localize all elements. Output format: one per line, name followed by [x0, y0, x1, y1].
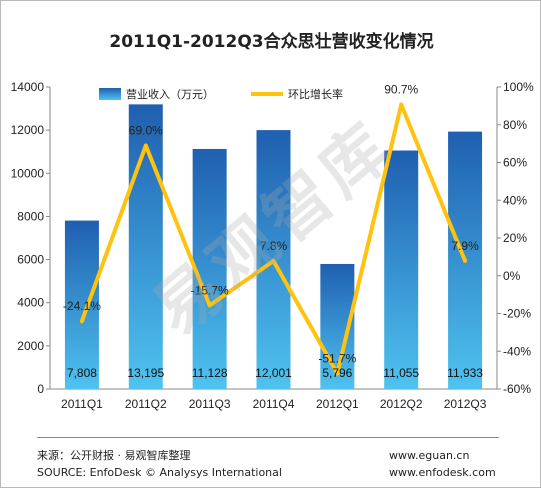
y-left-tick-label: 6000: [17, 253, 44, 267]
revenue-value-label: 11,055: [383, 366, 419, 380]
revenue-bar: [384, 150, 419, 389]
line-series: [79, 102, 468, 376]
y-left-tick-label: 4000: [17, 296, 44, 310]
y-right-tick-label: 80%: [503, 118, 527, 132]
footer-urls: www.eguan.cn www.enfodesk.com: [389, 447, 496, 481]
revenue-bar: [128, 104, 163, 390]
source-en: SOURCE: EnfoDesk © Analysys Internationa…: [37, 466, 282, 479]
y-right-tick-label: 0%: [503, 269, 521, 283]
legend-line-label: 环比增长率: [288, 87, 343, 101]
growth-rate-point: [271, 259, 276, 264]
y-right-tick-label: 100%: [503, 80, 534, 94]
legend: 营业收入（万元） 环比增长率: [99, 87, 343, 101]
revenue-bar: [192, 148, 227, 389]
growth-rate-point: [143, 143, 148, 148]
y-right-tick-label: 40%: [503, 193, 527, 207]
x-tick-label: 2012Q2: [380, 397, 423, 411]
revenue-value-label: 13,195: [127, 366, 164, 380]
y-left-tick-label: 10000: [11, 166, 45, 180]
footer-source: 来源：公开财报 · 易观智库整理 SOURCE: EnfoDesk © Anal…: [37, 447, 282, 481]
growth-rate-label: -51.7%: [318, 351, 356, 365]
y-left-tick-label: 14000: [11, 80, 45, 94]
y-left-tick-label: 8000: [17, 209, 44, 223]
x-tick-label: 2011Q3: [189, 397, 231, 411]
x-tick-label: 2012Q1: [316, 397, 359, 411]
revenue-value-label: 12,001: [255, 366, 292, 380]
growth-rate-point: [335, 371, 340, 376]
revenue-value-label: 7,808: [67, 366, 97, 380]
x-tick-label: 2011Q4: [253, 397, 295, 411]
y-left-tick-label: 12000: [11, 123, 45, 137]
axes: 0 2000 4000 6000 8000 10000 12000 14000 -60% -40%…: [11, 80, 534, 411]
growth-rate-point: [79, 319, 84, 324]
y-right-tick-label: 60%: [503, 156, 527, 170]
growth-rate-label: 7.8%: [260, 239, 288, 253]
growth-rate-point: [207, 303, 212, 308]
url-eguan: www.eguan.cn: [389, 449, 470, 462]
revenue-value-label: 11,933: [447, 366, 483, 380]
bar-series: [64, 104, 483, 390]
growth-rate-label: -15.7%: [191, 283, 229, 297]
footer-divider: [37, 437, 499, 438]
y-right-tick-label: -60%: [503, 382, 531, 396]
growth-rate-point: [399, 102, 404, 107]
data-labels: 7,808 13,195 11,128 12,001 5,796 11,055 11,933…: [63, 83, 483, 380]
revenue-value-label: 5,796: [322, 366, 352, 380]
x-tick-label: 2011Q1: [61, 397, 103, 411]
y-right-tick-label: 20%: [503, 231, 527, 245]
y-right-tick-label: -20%: [503, 307, 531, 321]
growth-rate-label: 69.0%: [129, 124, 163, 138]
revenue-value-label: 11,128: [192, 366, 228, 380]
y-left-tick-label: 2000: [17, 339, 44, 353]
y-left-tick-label: 0: [37, 382, 44, 396]
legend-bar-swatch: [99, 88, 121, 100]
url-enfodesk: www.enfodesk.com: [389, 466, 496, 479]
growth-rate-label: 7.9%: [451, 239, 479, 253]
x-tick-label: 2011Q2: [125, 397, 167, 411]
growth-rate-label: -24.1%: [63, 299, 101, 313]
y-right-tick-label: -40%: [503, 344, 531, 358]
source-cn: 来源：公开财报 · 易观智库整理: [37, 449, 191, 462]
revenue-bar: [64, 220, 99, 389]
chart-title: 2011Q1-2012Q3合众思壮营收变化情况: [109, 32, 434, 52]
x-tick-label: 2012Q3: [444, 397, 487, 411]
legend-bar-label: 营业收入（万元）: [126, 87, 214, 101]
growth-rate-label: 90.7%: [384, 83, 418, 97]
growth-rate-point: [463, 258, 468, 263]
